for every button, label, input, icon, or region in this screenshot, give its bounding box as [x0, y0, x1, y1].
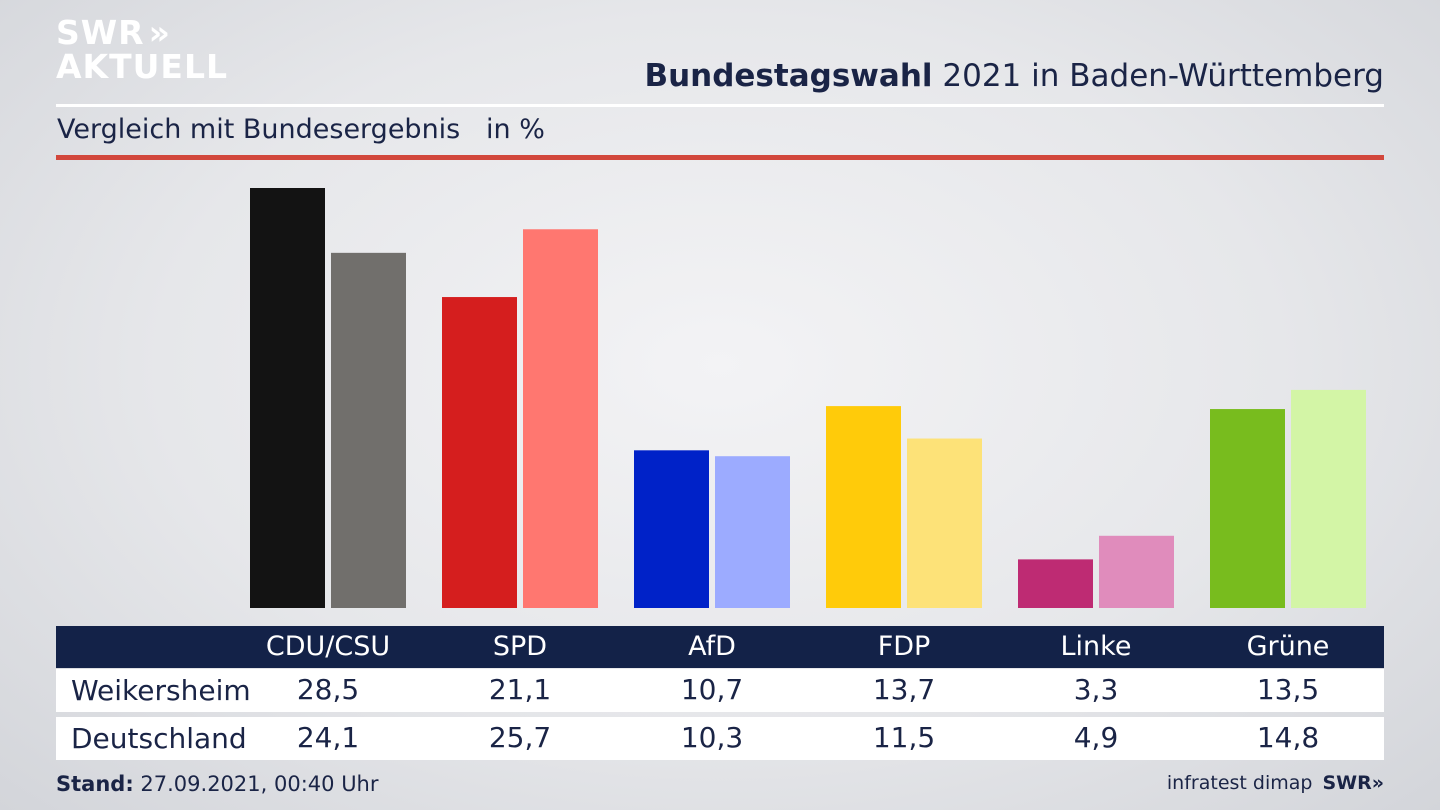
column-header: AfD: [688, 631, 736, 662]
table-row: Deutschland 24,1 25,7 10,3 11,5 4,9 14,8: [56, 717, 1384, 760]
table-cell: 3,3: [1073, 673, 1119, 706]
table-cell: 25,7: [488, 721, 552, 754]
title-rest: 2021 in Baden-Württemberg: [942, 58, 1384, 94]
logo-line2: AKTUELL: [56, 47, 229, 86]
bar-weikersheim-5: [1210, 409, 1285, 608]
row-label: Weikersheim: [71, 674, 251, 707]
column-header: SPD: [492, 631, 548, 662]
table-cell: 13,7: [872, 673, 936, 706]
bar-deutschland-5: [1291, 389, 1366, 608]
source-credit: infratest dimap SWR»: [1167, 772, 1384, 794]
timestamp: Stand: 27.09.2021, 00:40 Uhr: [56, 772, 379, 796]
table-header: CDU/CSU SPD AfD FDP Linke Grüne: [56, 626, 1384, 668]
accent-divider: [56, 155, 1384, 160]
title-bold: Bundestagswahl: [644, 58, 933, 94]
swr-brand: SWR»: [1322, 772, 1384, 794]
column-header: FDP: [877, 631, 931, 662]
table-cell: 10,7: [680, 673, 744, 706]
table-cell: 13,5: [1256, 673, 1320, 706]
column-header: Linke: [1060, 631, 1132, 662]
bar-deutschland-0: [331, 252, 406, 608]
stand-value: 27.09.2021, 00:40 Uhr: [140, 772, 379, 796]
column-header: Grüne: [1246, 631, 1330, 662]
table-cell: 28,5: [296, 673, 360, 706]
source-label: infratest dimap: [1166, 772, 1313, 794]
bar-deutschland-4: [1099, 535, 1174, 608]
table-cell: 21,1: [488, 673, 552, 706]
logo-line1: SWR: [56, 13, 145, 52]
bar-weikersheim-0: [250, 188, 325, 608]
page-subtitle: Vergleich mit Bundesergebnis in %: [57, 114, 545, 145]
bar-deutschland-3: [907, 438, 982, 608]
swr-aktuell-logo: SWR» AKTUELL: [56, 16, 228, 84]
header-divider: [56, 104, 1384, 107]
page-title: Bundestagswahl 2021 in Baden-Württemberg: [644, 58, 1384, 94]
column-header: CDU/CSU: [265, 631, 391, 662]
table-cell: 11,5: [872, 721, 936, 754]
table-cell: 10,3: [680, 721, 744, 754]
table-cell: 4,9: [1073, 721, 1119, 754]
logo-arrows: »: [148, 13, 171, 52]
bar-weikersheim-1: [442, 297, 517, 608]
bar-deutschland-1: [523, 229, 598, 608]
bar-weikersheim-3: [826, 406, 901, 608]
table-cell: 14,8: [1256, 721, 1320, 754]
table-row: Weikersheim 28,5 21,1 10,7 13,7 3,3 13,5: [56, 669, 1384, 712]
bar-deutschland-2: [715, 456, 790, 608]
table-cell: 24,1: [296, 721, 360, 754]
stand-label: Stand:: [56, 772, 134, 796]
row-label: Deutschland: [71, 722, 247, 755]
bar-weikersheim-2: [634, 450, 709, 608]
bar-weikersheim-4: [1018, 559, 1093, 608]
